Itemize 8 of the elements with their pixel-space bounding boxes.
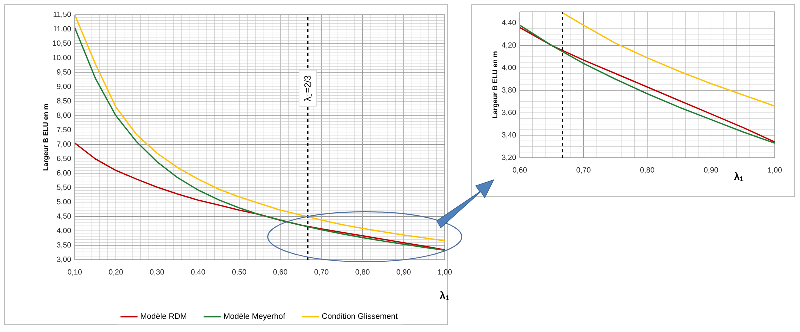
text: λ$_{1}$ [440, 291, 450, 300]
line-series [562, 12, 776, 107]
legend-label: Condition Glissement [322, 313, 398, 320]
ref-line-label: λ$_{1}$=2/3 [304, 76, 312, 102]
legend-label: Modèle Meyerhof [224, 313, 286, 321]
text: λ$_{1}$ [734, 172, 744, 182]
line-series [75, 142, 445, 251]
legend-label: Modèle RDM [141, 313, 187, 320]
